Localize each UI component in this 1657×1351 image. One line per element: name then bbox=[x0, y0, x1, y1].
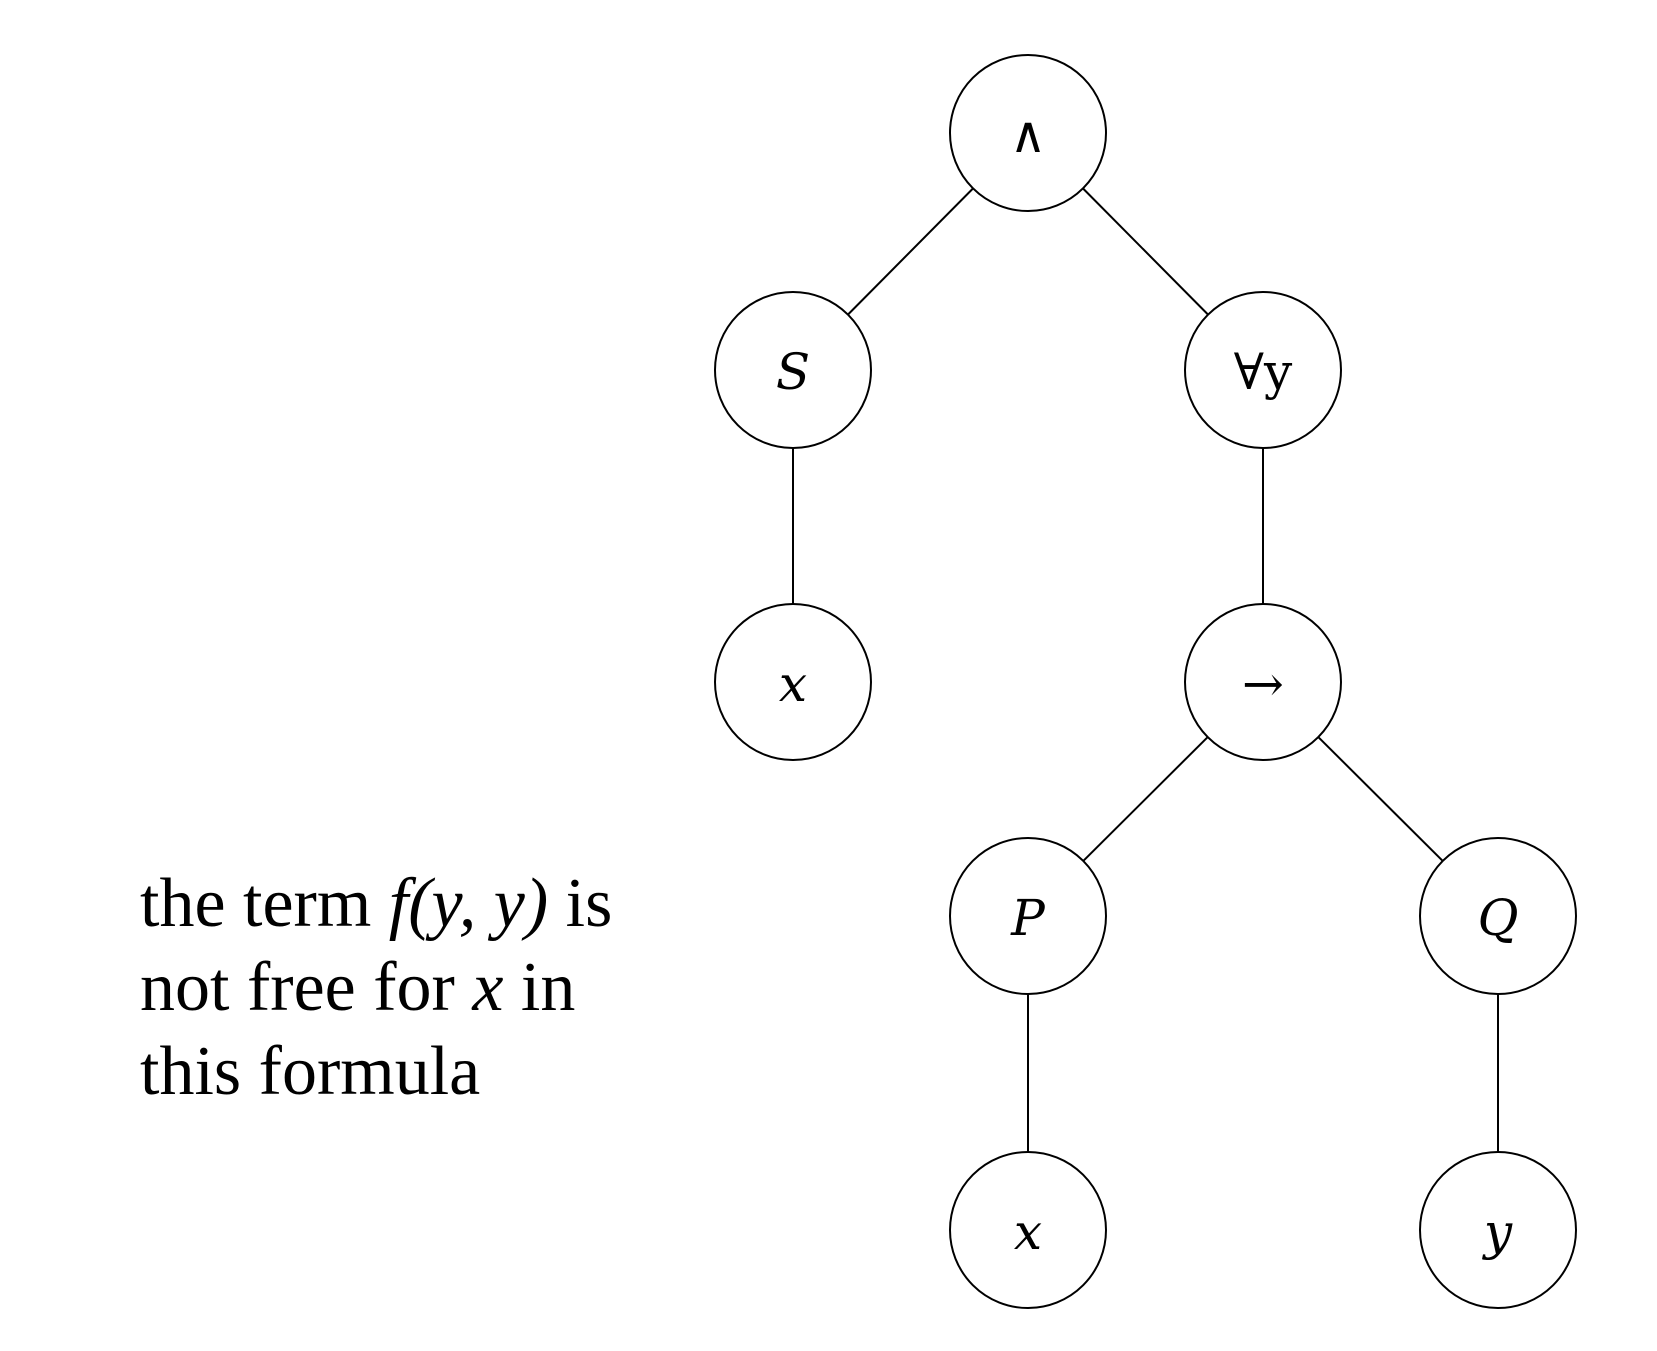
edge-implies-P bbox=[1082, 736, 1209, 862]
variable-x: x bbox=[472, 949, 504, 1026]
edge-and-forall_y bbox=[1082, 187, 1209, 316]
node-circle bbox=[1419, 837, 1577, 995]
node-S: S bbox=[714, 291, 872, 449]
node-y: y bbox=[1419, 1151, 1577, 1309]
caption-line-1: the term f(y, y) is bbox=[140, 865, 613, 942]
node-label: → bbox=[1242, 655, 1284, 713]
caption: the term f(y, y) is not free for x in th… bbox=[140, 862, 760, 1114]
node-P: P bbox=[949, 837, 1107, 995]
node-label: S bbox=[776, 343, 810, 401]
node-circle bbox=[1184, 603, 1342, 761]
node-label: P bbox=[1010, 889, 1046, 947]
node-x1: x bbox=[714, 603, 872, 761]
caption-line-2: not free for x in bbox=[140, 949, 576, 1026]
edge-and-S bbox=[847, 187, 974, 316]
node-implies: → bbox=[1184, 603, 1342, 761]
term-expression: f(y, y) bbox=[388, 865, 549, 942]
node-circle bbox=[949, 837, 1107, 995]
node-Q: Q bbox=[1419, 837, 1577, 995]
node-and: ∧ bbox=[949, 54, 1107, 212]
node-label: y bbox=[1482, 1203, 1513, 1261]
caption-line-3: this formula bbox=[140, 1033, 481, 1110]
tree-edges bbox=[792, 187, 1499, 1152]
node-label: x bbox=[1014, 1203, 1042, 1261]
tree-nodes: ∧ S ∀y x → P Qx y bbox=[714, 54, 1577, 1309]
node-circle bbox=[949, 54, 1107, 212]
node-x2: x bbox=[949, 1151, 1107, 1309]
node-circle bbox=[1419, 1151, 1577, 1309]
node-label: x bbox=[779, 655, 807, 713]
node-label: ∀y bbox=[1234, 343, 1293, 401]
node-label: ∧ bbox=[1010, 106, 1047, 164]
node-label: Q bbox=[1478, 889, 1519, 947]
node-forall_y: ∀y bbox=[1184, 291, 1342, 449]
node-circle bbox=[1184, 291, 1342, 449]
edge-implies-Q bbox=[1317, 736, 1444, 862]
node-circle bbox=[949, 1151, 1107, 1309]
node-circle bbox=[714, 603, 872, 761]
node-circle bbox=[714, 291, 872, 449]
